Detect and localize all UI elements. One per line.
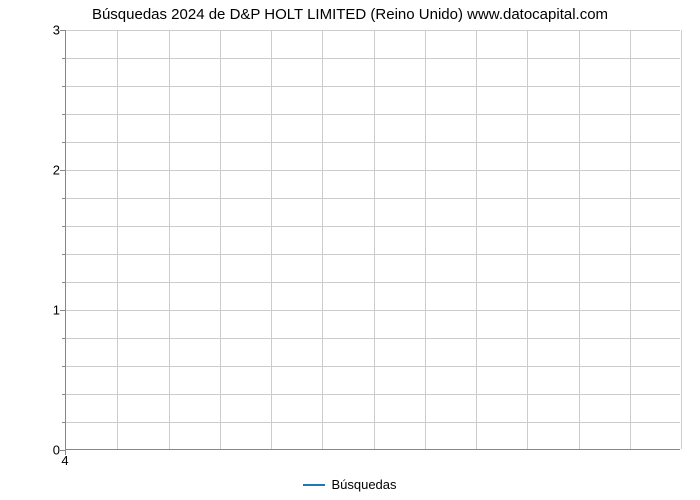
y-minor-tick xyxy=(62,282,65,283)
plot-area xyxy=(65,30,680,450)
legend-line-icon xyxy=(303,484,325,486)
y-minor-tick xyxy=(62,58,65,59)
y-minor-tick xyxy=(62,198,65,199)
gridline-vertical xyxy=(527,30,528,449)
chart-title: Búsquedas 2024 de D&P HOLT LIMITED (Rein… xyxy=(0,6,700,23)
gridline-vertical xyxy=(169,30,170,449)
y-minor-tick xyxy=(62,366,65,367)
y-axis-label: 0 xyxy=(40,443,60,458)
gridline-vertical xyxy=(425,30,426,449)
gridline-vertical xyxy=(220,30,221,449)
gridline-vertical xyxy=(271,30,272,449)
y-minor-tick xyxy=(62,226,65,227)
y-minor-tick xyxy=(62,338,65,339)
y-tick-mark xyxy=(60,170,65,171)
y-minor-tick xyxy=(62,86,65,87)
x-tick-mark xyxy=(65,450,66,455)
y-tick-mark xyxy=(60,30,65,31)
gridline-vertical xyxy=(117,30,118,449)
y-minor-tick xyxy=(62,254,65,255)
y-tick-mark xyxy=(60,310,65,311)
legend: Búsquedas xyxy=(0,477,700,492)
gridline-vertical xyxy=(374,30,375,449)
y-minor-tick xyxy=(62,422,65,423)
legend-label: Búsquedas xyxy=(331,477,396,492)
y-axis-label: 3 xyxy=(40,23,60,38)
x-axis-label: 4 xyxy=(61,453,68,468)
y-axis-label: 2 xyxy=(40,163,60,178)
chart-container: Búsquedas 2024 de D&P HOLT LIMITED (Rein… xyxy=(0,0,700,500)
gridline-vertical xyxy=(630,30,631,449)
y-axis-label: 1 xyxy=(40,303,60,318)
y-minor-tick xyxy=(62,394,65,395)
gridline-vertical xyxy=(681,30,682,449)
y-minor-tick xyxy=(62,114,65,115)
gridline-vertical xyxy=(579,30,580,449)
gridline-vertical xyxy=(322,30,323,449)
gridline-vertical xyxy=(476,30,477,449)
y-minor-tick xyxy=(62,142,65,143)
